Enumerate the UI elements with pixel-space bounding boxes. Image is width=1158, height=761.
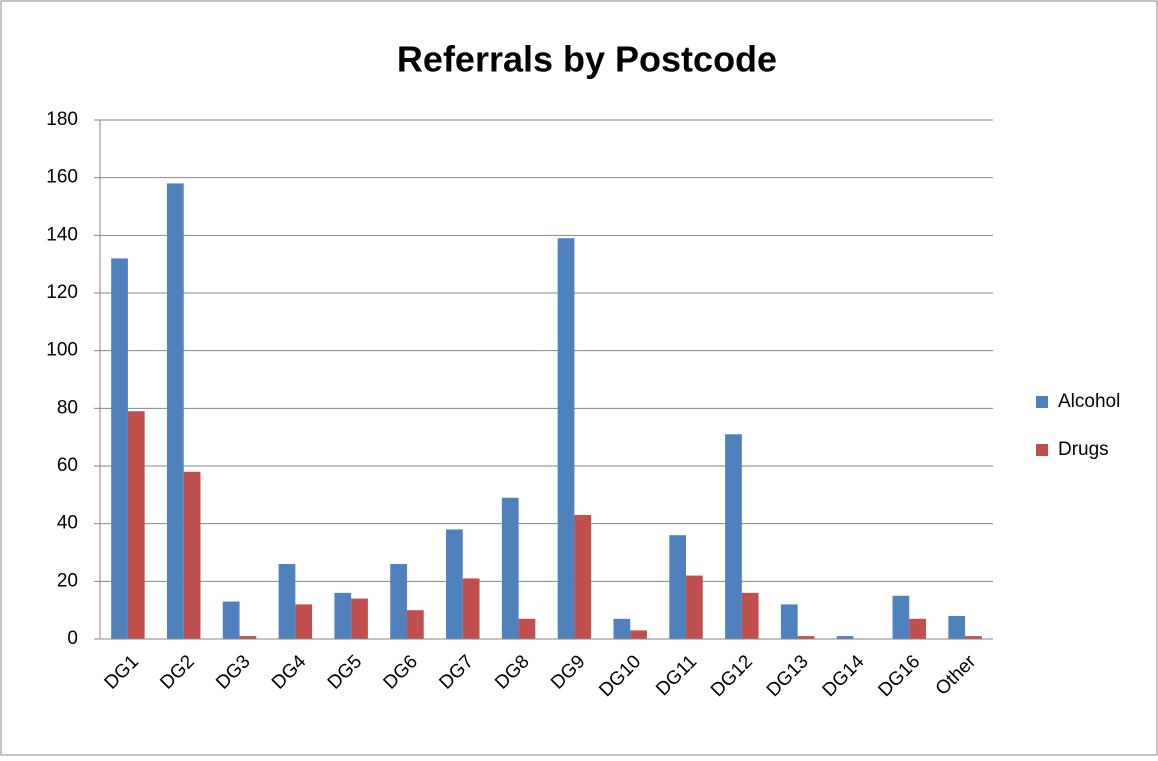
bar	[390, 564, 407, 639]
bar	[295, 604, 313, 639]
bar	[797, 636, 815, 639]
y-tick-label: 100	[46, 340, 78, 361]
y-tick-label: 120	[46, 282, 78, 303]
bar	[965, 636, 982, 639]
bar	[278, 564, 296, 639]
bar	[574, 515, 592, 639]
bar	[725, 434, 742, 639]
bar	[462, 578, 480, 639]
y-tick-label: 180	[46, 109, 78, 130]
bar	[406, 610, 424, 639]
bar	[183, 471, 201, 639]
y-tick-label: 160	[46, 167, 78, 188]
bar	[836, 636, 854, 639]
legend-label: Drugs	[1058, 439, 1109, 460]
y-tick-label: 140	[46, 224, 78, 245]
bar	[501, 497, 519, 639]
y-tick-label: 0	[67, 628, 78, 649]
bar	[630, 630, 647, 639]
y-tick-label: 60	[57, 455, 78, 476]
bar	[334, 592, 352, 639]
bar	[518, 618, 536, 639]
y-tick-label: 80	[57, 397, 78, 418]
bar	[613, 618, 631, 639]
bar	[557, 238, 575, 639]
chart-title: Referrals by Postcode	[397, 39, 777, 80]
bar	[351, 598, 368, 639]
bar	[741, 592, 759, 639]
bar	[948, 615, 966, 639]
bar	[239, 636, 257, 639]
bar	[686, 575, 703, 639]
legend-swatch	[1036, 396, 1048, 408]
bar	[669, 535, 687, 639]
bar	[446, 529, 463, 639]
bar	[892, 595, 910, 639]
bar	[909, 618, 927, 639]
bar	[780, 604, 798, 639]
legend-swatch	[1036, 444, 1048, 456]
bar	[222, 601, 240, 639]
bar	[127, 411, 145, 639]
bar	[111, 258, 128, 639]
y-tick-label: 40	[57, 513, 78, 534]
bar	[166, 183, 184, 639]
legend-label: Alcohol	[1058, 391, 1120, 412]
y-tick-label: 20	[57, 570, 78, 591]
